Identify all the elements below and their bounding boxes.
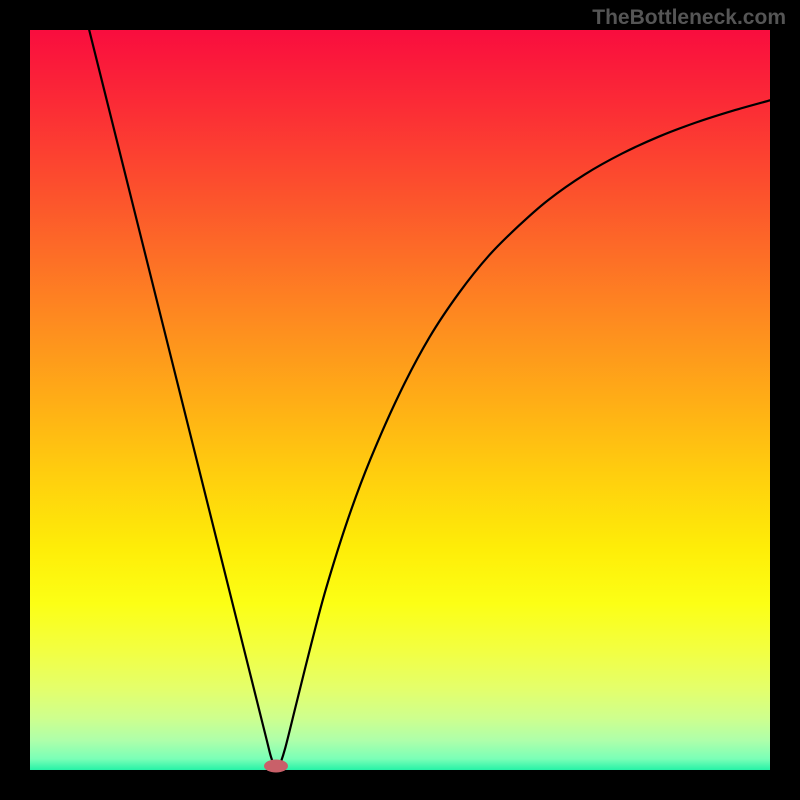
chart-curves bbox=[30, 30, 770, 770]
plot-area bbox=[30, 30, 770, 770]
curve-right-branch bbox=[279, 100, 770, 766]
watermark-text: TheBottleneck.com bbox=[592, 6, 786, 30]
minimum-marker bbox=[264, 759, 288, 772]
curve-left-branch bbox=[89, 30, 274, 766]
